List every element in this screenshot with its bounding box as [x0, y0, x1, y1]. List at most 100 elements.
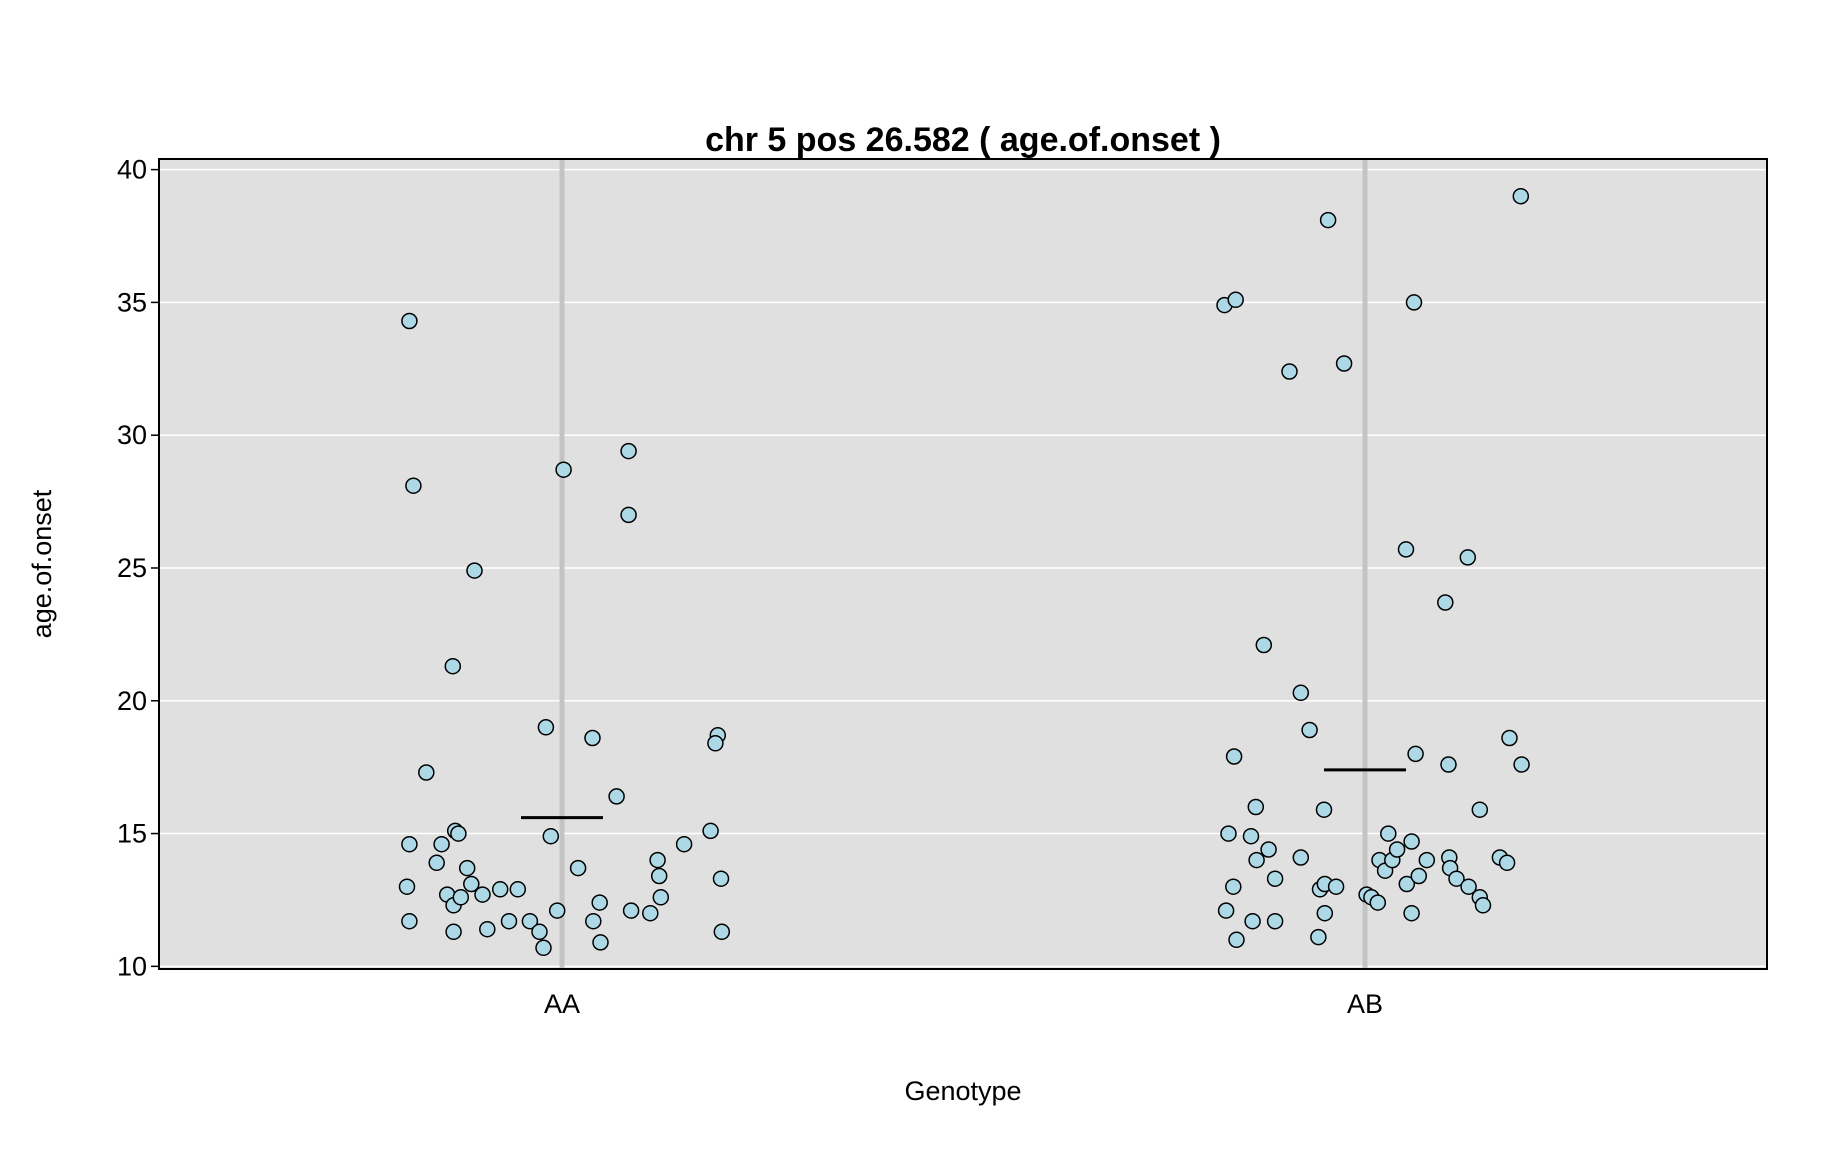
data-point-AA-34 [592, 934, 609, 951]
data-point-AA-32 [585, 912, 602, 930]
data-point-AB-39 [1405, 294, 1423, 311]
data-point-AA-28 [548, 902, 566, 919]
data-point-AA-46 [707, 735, 724, 752]
grid-lines [159, 168, 1767, 968]
data-point-AA-0 [401, 312, 418, 330]
data-point-AB-6 [1228, 931, 1245, 949]
x-tick-label-AA: AA [544, 989, 580, 1019]
x-tick-label-AB: AB [1347, 989, 1383, 1019]
data-point-AB-16 [1292, 684, 1310, 702]
data-point-AA-30 [569, 859, 587, 877]
data-point-AB-36 [1398, 875, 1416, 893]
data-point-AB-19 [1310, 928, 1327, 946]
data-point-AA-24 [531, 923, 548, 941]
data-point-AB-49 [1460, 878, 1477, 895]
x-axis-label: Genotype [904, 1076, 1021, 1106]
data-point-AA-2 [466, 562, 483, 579]
data-point-AA-37 [620, 506, 637, 524]
y-tick-label-15: 15 [117, 819, 147, 849]
mean-lines [521, 768, 1406, 820]
data-point-AA-23 [521, 912, 539, 930]
y-tick-label-20: 20 [117, 686, 147, 716]
data-point-AB-13 [1266, 870, 1284, 887]
data-point-AA-43 [675, 835, 693, 853]
data-point-AB-11 [1255, 636, 1273, 654]
data-point-AB-38 [1403, 904, 1420, 922]
data-point-AA-5 [401, 835, 418, 853]
data-point-AA-26 [537, 719, 555, 736]
data-point-AA-47 [712, 870, 730, 887]
y-tick-label-25: 25 [117, 553, 147, 583]
data-point-AB-25 [1327, 878, 1345, 895]
data-point-AB-4 [1217, 902, 1235, 919]
data-point-AA-3 [444, 657, 462, 675]
data-point-AA-33 [591, 894, 608, 911]
plot-panel [159, 159, 1767, 969]
data-point-AA-21 [479, 920, 496, 938]
data-point-AA-25 [535, 939, 552, 957]
data-point-AB-5 [1225, 878, 1242, 895]
data-point-AB-48 [1459, 549, 1477, 566]
data-point-AA-1 [405, 477, 422, 494]
data-point-AA-11 [398, 878, 416, 895]
data-point-AB-43 [1437, 594, 1454, 611]
plot-frame [158, 158, 1768, 970]
y-axis-ticks: 10 15 20 25 30 35 40 [117, 155, 159, 981]
data-point-AB-15 [1281, 363, 1298, 380]
data-point-AA-12 [463, 875, 480, 893]
data-point-AA-44 [702, 822, 719, 840]
chart-title: chr 5 pos 26.582 ( age.of.onset ) [705, 121, 1221, 159]
data-point-AB-51 [1471, 801, 1489, 818]
data-point-AA-10 [458, 859, 476, 877]
y-tick-label-40: 40 [117, 155, 147, 185]
data-point-AA-40 [649, 851, 666, 869]
data-point-AB-26 [1335, 355, 1353, 372]
data-point-AB-17 [1292, 849, 1310, 866]
data-point-AA-16 [474, 886, 491, 903]
data-point-AB-23 [1316, 904, 1334, 922]
data-point-AA-29 [555, 461, 572, 478]
data-point-AA-39 [642, 904, 659, 922]
data-point-AB-55 [1498, 854, 1516, 872]
y-tick-label-30: 30 [117, 420, 147, 450]
data-point-AB-29 [1369, 894, 1387, 911]
data-point-AA-6 [433, 835, 450, 853]
y-axis-label: age.of.onset [27, 489, 57, 638]
data-point-AB-40 [1407, 745, 1424, 763]
data-point-AB-3 [1225, 748, 1243, 765]
data-point-AA-18 [509, 881, 527, 898]
data-point-AB-41 [1410, 867, 1428, 885]
y-tick-label-10: 10 [117, 951, 147, 981]
data-point-AB-34 [1388, 841, 1406, 858]
data-point-AA-42 [652, 889, 670, 906]
data-point-AA-4 [418, 764, 435, 781]
data-point-AB-54 [1501, 729, 1518, 747]
data-point-AB-37 [1403, 833, 1420, 850]
data-points [398, 187, 1530, 957]
data-point-AB-35 [1397, 541, 1415, 558]
data-point-AB-1 [1227, 291, 1244, 309]
data-point-AB-32 [1380, 825, 1397, 842]
data-point-AA-48 [713, 923, 731, 941]
data-point-AA-31 [584, 729, 601, 747]
data-point-AB-2 [1220, 825, 1237, 842]
data-point-AB-52 [1474, 897, 1492, 914]
data-point-AA-15 [452, 889, 470, 906]
data-point-AA-27 [542, 827, 560, 845]
data-point-AB-21 [1315, 801, 1333, 818]
data-point-AA-19 [401, 912, 418, 930]
data-point-AB-14 [1266, 912, 1284, 930]
data-point-AA-41 [650, 867, 668, 885]
data-point-AB-12 [1260, 841, 1277, 858]
data-point-AB-42 [1418, 851, 1436, 869]
data-point-AA-17 [491, 881, 509, 898]
x-axis-ticks: AA AB [544, 989, 1383, 1019]
data-point-AB-10 [1248, 851, 1265, 869]
category-lines [559, 159, 1368, 969]
data-point-AB-9 [1247, 798, 1265, 816]
data-point-AB-7 [1244, 912, 1261, 930]
data-point-AB-24 [1319, 211, 1337, 229]
data-point-AA-8 [450, 825, 467, 842]
data-point-AB-44 [1440, 756, 1457, 773]
data-point-AB-47 [1448, 870, 1465, 887]
